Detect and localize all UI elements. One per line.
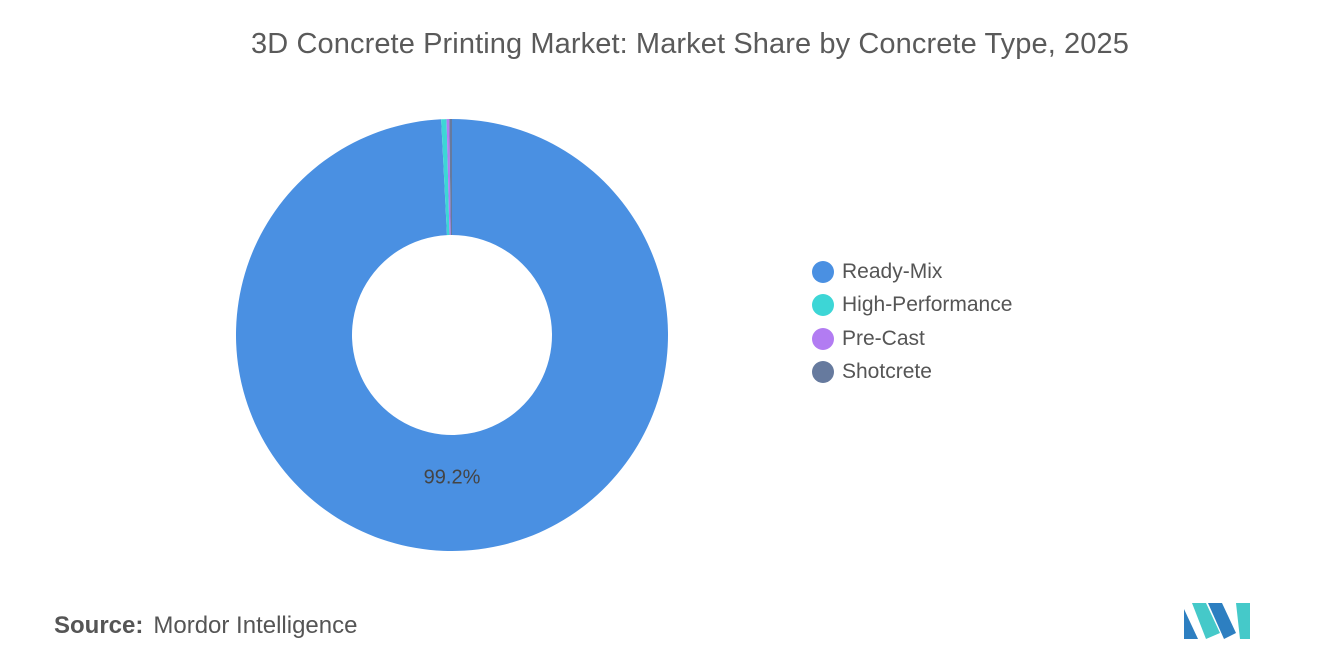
legend-swatch-pre-cast bbox=[812, 327, 834, 350]
legend-swatch-shotcrete bbox=[812, 361, 834, 384]
legend-label-pre-cast: Pre-Cast bbox=[842, 326, 925, 350]
donut-slice-ready-mix bbox=[236, 119, 669, 551]
legend-label-ready-mix: Ready-Mix bbox=[842, 259, 943, 283]
chart-title: 3D Concrete Printing Market: Market Shar… bbox=[251, 28, 1129, 60]
chart-legend: Ready-Mix High-Performance Pre-Cast Shot… bbox=[812, 255, 1012, 389]
donut-slice-pre-cast bbox=[446, 119, 451, 236]
source-note: Source: Mordor Intelligence bbox=[54, 612, 357, 640]
mordor-intelligence-logo-icon bbox=[1184, 603, 1250, 639]
legend-swatch-high-performance bbox=[812, 294, 834, 317]
legend-swatch-ready-mix bbox=[812, 260, 834, 283]
data-label-ready-mix: 99.2% bbox=[424, 466, 481, 488]
source-value: Mordor Intelligence bbox=[153, 612, 358, 639]
legend-label-shotcrete: Shotcrete bbox=[842, 360, 932, 384]
source-label: Source: bbox=[54, 612, 144, 639]
legend-item-pre-cast: Pre-Cast bbox=[812, 322, 1012, 356]
legend-item-shotcrete: Shotcrete bbox=[812, 356, 1012, 390]
donut-slice-shotcrete bbox=[449, 119, 452, 236]
donut-slice-high-performance bbox=[441, 119, 450, 236]
legend-item-ready-mix: Ready-Mix bbox=[812, 255, 1012, 289]
legend-label-high-performance: High-Performance bbox=[842, 293, 1013, 317]
legend-item-high-performance: High-Performance bbox=[812, 289, 1012, 323]
